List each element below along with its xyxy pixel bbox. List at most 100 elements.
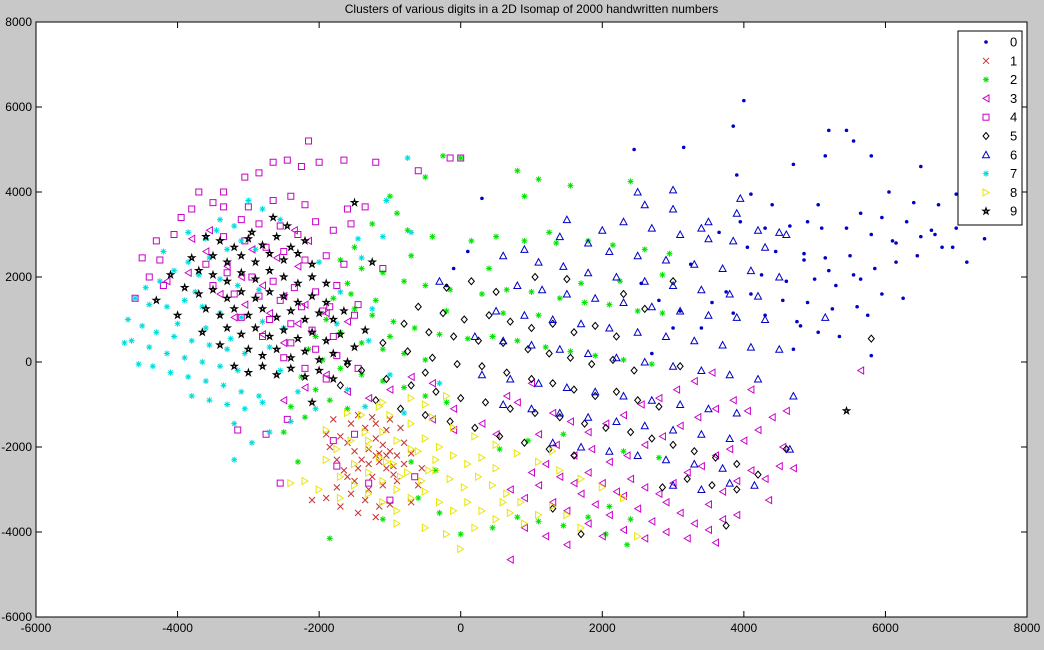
point-digit-9 <box>179 282 190 292</box>
point-digit-0 <box>791 162 796 167</box>
point-digit-4 <box>411 473 419 481</box>
point-digit-0 <box>480 196 484 201</box>
point-digit-2 <box>620 448 627 455</box>
point-digit-6 <box>562 215 572 224</box>
point-digit-6 <box>640 421 650 430</box>
point-digit-7 <box>188 393 195 399</box>
point-digit-1 <box>354 509 362 517</box>
point-digit-0 <box>734 173 739 177</box>
point-digit-0 <box>823 256 828 260</box>
point-digit-5 <box>396 404 405 414</box>
point-digit-1 <box>333 484 341 491</box>
point-digit-5 <box>634 395 642 405</box>
point-digit-3 <box>520 523 528 533</box>
point-digit-6 <box>548 438 558 447</box>
point-digit-9 <box>328 314 339 324</box>
point-digit-0 <box>770 202 774 207</box>
point-digit-5 <box>506 404 514 414</box>
point-digit-2 <box>312 333 319 340</box>
point-digit-2 <box>358 339 365 346</box>
point-digit-6 <box>498 399 508 408</box>
point-digit-6 <box>704 404 713 413</box>
point-digit-8 <box>365 468 373 477</box>
point-digit-7 <box>128 337 135 344</box>
legend-entry-4: 4 <box>982 110 1017 125</box>
point-digit-6 <box>668 280 678 289</box>
legend-label-0: 0 <box>1010 35 1017 50</box>
point-digit-5 <box>407 381 415 390</box>
point-digit-1 <box>407 498 415 506</box>
point-digit-2 <box>422 393 429 399</box>
point-digit-6 <box>689 459 699 468</box>
point-digit-3 <box>293 262 302 271</box>
point-digit-0 <box>929 228 934 233</box>
point-digit-9 <box>236 329 247 339</box>
point-digit-9 <box>271 231 282 241</box>
point-digit-3 <box>711 404 720 414</box>
point-digit-2 <box>326 535 333 542</box>
point-digit-2 <box>514 167 521 174</box>
point-digit-4 <box>202 260 210 268</box>
point-digit-0 <box>855 304 859 309</box>
point-digit-7 <box>436 380 443 387</box>
point-digit-3 <box>601 419 610 428</box>
y-tick-label: -2000 <box>1 440 32 454</box>
point-digit-8 <box>322 455 331 465</box>
point-digit-6 <box>619 297 628 306</box>
point-digit-1 <box>337 503 344 510</box>
point-digit-7 <box>217 363 224 370</box>
point-digit-0 <box>848 253 852 258</box>
point-digit-0 <box>844 226 849 230</box>
point-digit-6 <box>527 340 536 349</box>
point-digit-0 <box>950 245 955 250</box>
point-digit-6 <box>746 342 756 351</box>
point-digit-4 <box>329 437 337 445</box>
point-digit-8 <box>386 410 394 420</box>
point-digit-9 <box>264 331 275 341</box>
point-digit-2 <box>401 384 408 391</box>
point-digit-0 <box>738 219 743 224</box>
point-digit-4 <box>372 158 380 166</box>
point-digit-9 <box>193 265 204 275</box>
point-digit-5 <box>343 359 352 369</box>
point-digit-0 <box>911 200 916 205</box>
point-digit-3 <box>527 378 535 388</box>
point-digit-9 <box>215 310 225 320</box>
point-digit-8 <box>315 485 324 494</box>
point-digit-9 <box>250 322 261 333</box>
point-digit-9 <box>349 341 360 352</box>
point-digit-6 <box>774 344 784 353</box>
point-digit-4 <box>269 158 277 166</box>
point-digit-4 <box>220 188 228 196</box>
point-digit-8 <box>351 480 359 490</box>
point-digit-4 <box>209 199 217 207</box>
point-digit-4 <box>234 426 242 434</box>
point-digit-2 <box>379 269 386 276</box>
point-digit-4 <box>276 222 284 230</box>
point-digit-8 <box>535 510 543 520</box>
point-digit-5 <box>357 366 366 375</box>
point-digit-9 <box>222 276 233 286</box>
point-digit-5 <box>549 378 557 388</box>
point-digit-6 <box>559 261 568 270</box>
point-digit-1 <box>418 464 426 472</box>
point-digit-9 <box>222 293 233 303</box>
point-digit-2 <box>464 335 471 342</box>
legend-entry-1: 1 <box>982 53 1017 68</box>
point-digit-6 <box>781 229 791 238</box>
data-points <box>121 98 987 564</box>
point-digit-2 <box>372 297 379 304</box>
point-digit-2 <box>447 286 454 293</box>
point-digit-5 <box>591 321 599 331</box>
point-digit-2 <box>347 291 354 297</box>
point-digit-4 <box>283 415 291 423</box>
point-digit-2 <box>560 431 567 438</box>
point-digit-6 <box>732 208 742 217</box>
point-digit-9 <box>278 290 289 301</box>
point-digit-5 <box>626 427 635 437</box>
point-digit-8 <box>389 459 398 469</box>
point-digit-3 <box>407 372 415 382</box>
point-digit-3 <box>605 457 613 467</box>
point-digit-0 <box>901 296 905 301</box>
point-digit-7 <box>358 254 365 261</box>
